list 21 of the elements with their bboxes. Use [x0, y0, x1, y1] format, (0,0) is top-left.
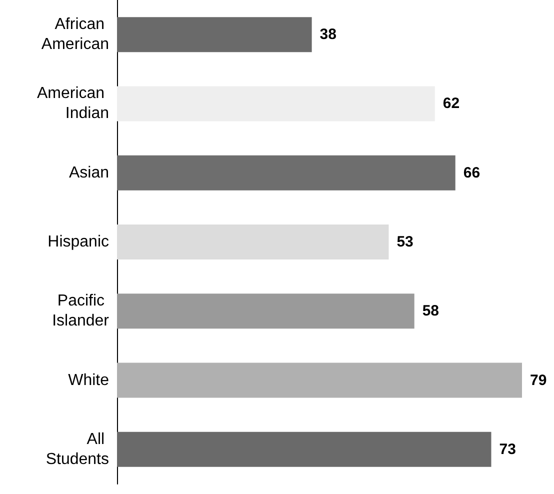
y-tick-label: Hispanic — [48, 234, 109, 250]
data-label: 73 — [499, 440, 516, 458]
data-label: 62 — [442, 95, 460, 112]
data-label: 38 — [320, 26, 336, 44]
y-tick-label: All Students — [46, 430, 109, 468]
y-tick-label: African American — [41, 16, 109, 54]
bar — [117, 17, 312, 52]
data-label: 53 — [396, 234, 414, 250]
data-label: 58 — [422, 302, 440, 320]
bar — [117, 224, 389, 260]
bar — [117, 294, 414, 329]
bar — [117, 155, 456, 190]
bar — [117, 362, 522, 398]
y-tick-label: Pacific Islander — [52, 292, 110, 330]
bar — [117, 86, 435, 122]
y-tick-label: Asian — [68, 164, 109, 182]
data-label: 79 — [530, 372, 547, 389]
bar — [117, 432, 492, 467]
data-label: 66 — [463, 164, 480, 182]
y-tick-label: White — [68, 372, 110, 389]
y-tick-label: American Indian — [36, 85, 109, 122]
